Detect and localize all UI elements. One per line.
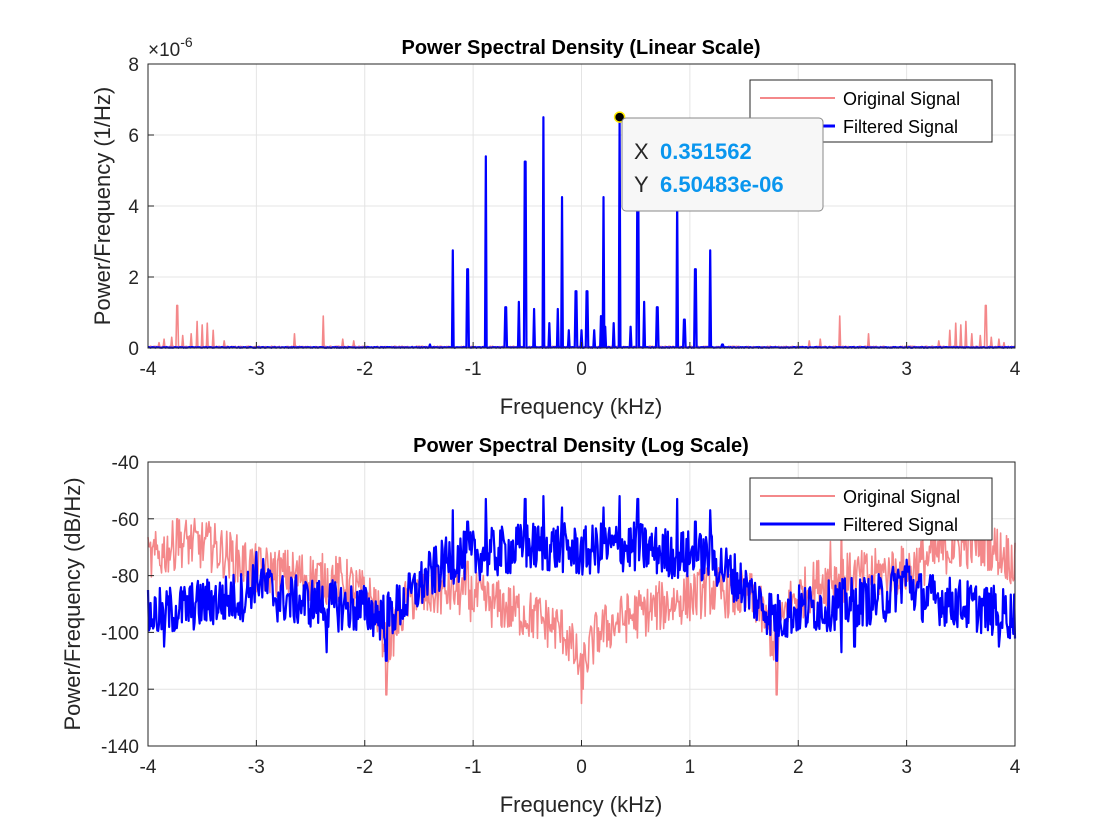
- linear-legend-filtered-label: Filtered Signal: [843, 117, 958, 137]
- y-tick-label: 8: [128, 55, 139, 76]
- datatip-box: [621, 117, 824, 212]
- x-tick-label: 2: [793, 757, 804, 778]
- y-tick-label: -120: [101, 680, 139, 701]
- x-tick-label: -1: [465, 757, 482, 778]
- x-tick-label: -4: [140, 757, 157, 778]
- linear-x-axis-label: Frequency (kHz): [500, 394, 663, 419]
- x-tick-label: -2: [356, 359, 373, 380]
- x-tick-label: 1: [685, 757, 696, 778]
- filtered-signal-line: [146, 494, 1017, 662]
- y-tick-label: -80: [112, 567, 139, 588]
- x-tick-label: 4: [1010, 359, 1021, 380]
- log-y-axis-label: Power/Frequency (dB/Hz): [60, 477, 85, 730]
- linear-ticks: -4 -3 -2 -1 0 1 2 3 4 0 2 4 6 8: [128, 55, 1020, 380]
- exponent-base: ×10: [148, 40, 180, 61]
- x-tick-label: 3: [901, 757, 912, 778]
- x-tick-label: 0: [576, 757, 587, 778]
- x-tick-label: -4: [140, 359, 157, 380]
- y-tick-label: -100: [101, 623, 139, 644]
- x-tick-label: 4: [1010, 757, 1021, 778]
- x-tick-label: -1: [465, 359, 482, 380]
- log-original-series: [147, 517, 1016, 705]
- x-tick-label: 1: [685, 359, 696, 380]
- log-chart-title: Power Spectral Density (Log Scale): [413, 435, 749, 457]
- x-tick-label: 2: [793, 359, 804, 380]
- x-tick-label: 3: [901, 359, 912, 380]
- log-psd-axes[interactable]: -4 -3 -2 -1 0 1 2 3 4 -140 -120 -100 -80 -60 -40 Power…: [60, 435, 1021, 817]
- x-tick-label: -3: [248, 359, 265, 380]
- y-tick-label: 0: [128, 339, 139, 360]
- y-tick-label: -40: [112, 453, 139, 474]
- datatip-y-row: Y 6.50483e-06: [634, 172, 784, 197]
- log-ticks: -4 -3 -2 -1 0 1 2 3 4 -140 -120 -100 -80 -60 -40: [101, 453, 1021, 778]
- y-tick-label: 2: [128, 268, 139, 289]
- log-legend-original-label: Original Signal: [843, 487, 960, 507]
- x-tick-label: 0: [576, 359, 587, 380]
- datatip-marker[interactable]: [613, 111, 626, 123]
- datatip-x-row: X 0.351562: [634, 139, 752, 164]
- log-legend-filtered-label: Filtered Signal: [843, 515, 958, 535]
- y-tick-label: 6: [128, 126, 139, 147]
- linear-chart-title: Power Spectral Density (Linear Scale): [401, 37, 760, 59]
- original-signal-line: [147, 517, 1016, 705]
- linear-legend-original-label: Original Signal: [843, 89, 960, 109]
- datatip[interactable]: X 0.351562 Y 6.50483e-06: [613, 111, 824, 212]
- y-tick-label: -60: [112, 510, 139, 531]
- datatip-y-value: 6.50483e-06: [660, 172, 784, 197]
- log-x-axis-label: Frequency (kHz): [500, 792, 663, 817]
- x-tick-label: -2: [356, 757, 373, 778]
- linear-psd-axes[interactable]: -4 -3 -2 -1 0 1 2 3 4 0 2 4 6 8 Power Spectral Densit…: [90, 34, 1021, 419]
- log-legend[interactable]: Original Signal Filtered Signal: [749, 477, 993, 541]
- datatip-y-label: Y: [634, 172, 649, 197]
- exponent-power: -6: [180, 34, 193, 50]
- datatip-x-value: 0.351562: [660, 139, 752, 164]
- y-tick-label: 4: [128, 197, 139, 218]
- log-legend-box: [749, 477, 993, 541]
- datatip-x-label: X: [634, 139, 649, 164]
- linear-y-exponent: ×10-6: [148, 34, 193, 61]
- x-tick-label: -3: [248, 757, 265, 778]
- log-filtered-series: [146, 494, 1017, 662]
- linear-y-axis-label: Power/Frequency (1/Hz): [90, 87, 115, 325]
- y-tick-label: -140: [101, 737, 139, 758]
